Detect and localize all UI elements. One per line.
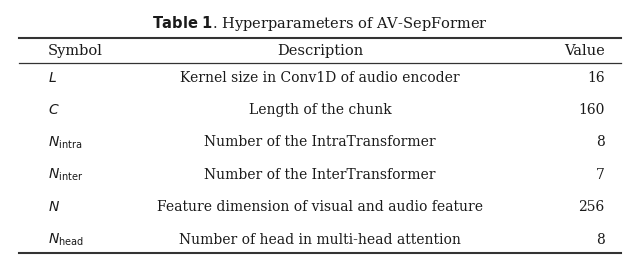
Text: Symbol: Symbol xyxy=(48,44,103,57)
Text: 7: 7 xyxy=(596,168,605,182)
Text: Number of head in multi-head attention: Number of head in multi-head attention xyxy=(179,233,461,247)
Text: Description: Description xyxy=(277,44,363,57)
Text: 8: 8 xyxy=(596,233,605,247)
Text: $N_{\mathrm{head}}$: $N_{\mathrm{head}}$ xyxy=(48,231,84,248)
Text: Feature dimension of visual and audio feature: Feature dimension of visual and audio fe… xyxy=(157,200,483,214)
Text: Value: Value xyxy=(564,44,605,57)
Text: 256: 256 xyxy=(579,200,605,214)
Text: Number of the IntraTransformer: Number of the IntraTransformer xyxy=(204,135,436,149)
Text: $N_{\mathrm{inter}}$: $N_{\mathrm{inter}}$ xyxy=(48,167,83,183)
Text: $N_{\mathrm{intra}}$: $N_{\mathrm{intra}}$ xyxy=(48,134,82,151)
Text: $L$: $L$ xyxy=(48,71,57,85)
Text: $C$: $C$ xyxy=(48,103,60,117)
Text: $N$: $N$ xyxy=(48,200,60,214)
Text: 8: 8 xyxy=(596,135,605,149)
Text: 16: 16 xyxy=(587,71,605,85)
Text: Number of the InterTransformer: Number of the InterTransformer xyxy=(204,168,436,182)
Text: $\bf{Table\ 1}$. Hyperparameters of AV-SepFormer: $\bf{Table\ 1}$. Hyperparameters of AV-S… xyxy=(152,14,488,33)
Text: Length of the chunk: Length of the chunk xyxy=(248,103,392,117)
Text: 160: 160 xyxy=(579,103,605,117)
Text: Kernel size in Conv1D of audio encoder: Kernel size in Conv1D of audio encoder xyxy=(180,71,460,85)
